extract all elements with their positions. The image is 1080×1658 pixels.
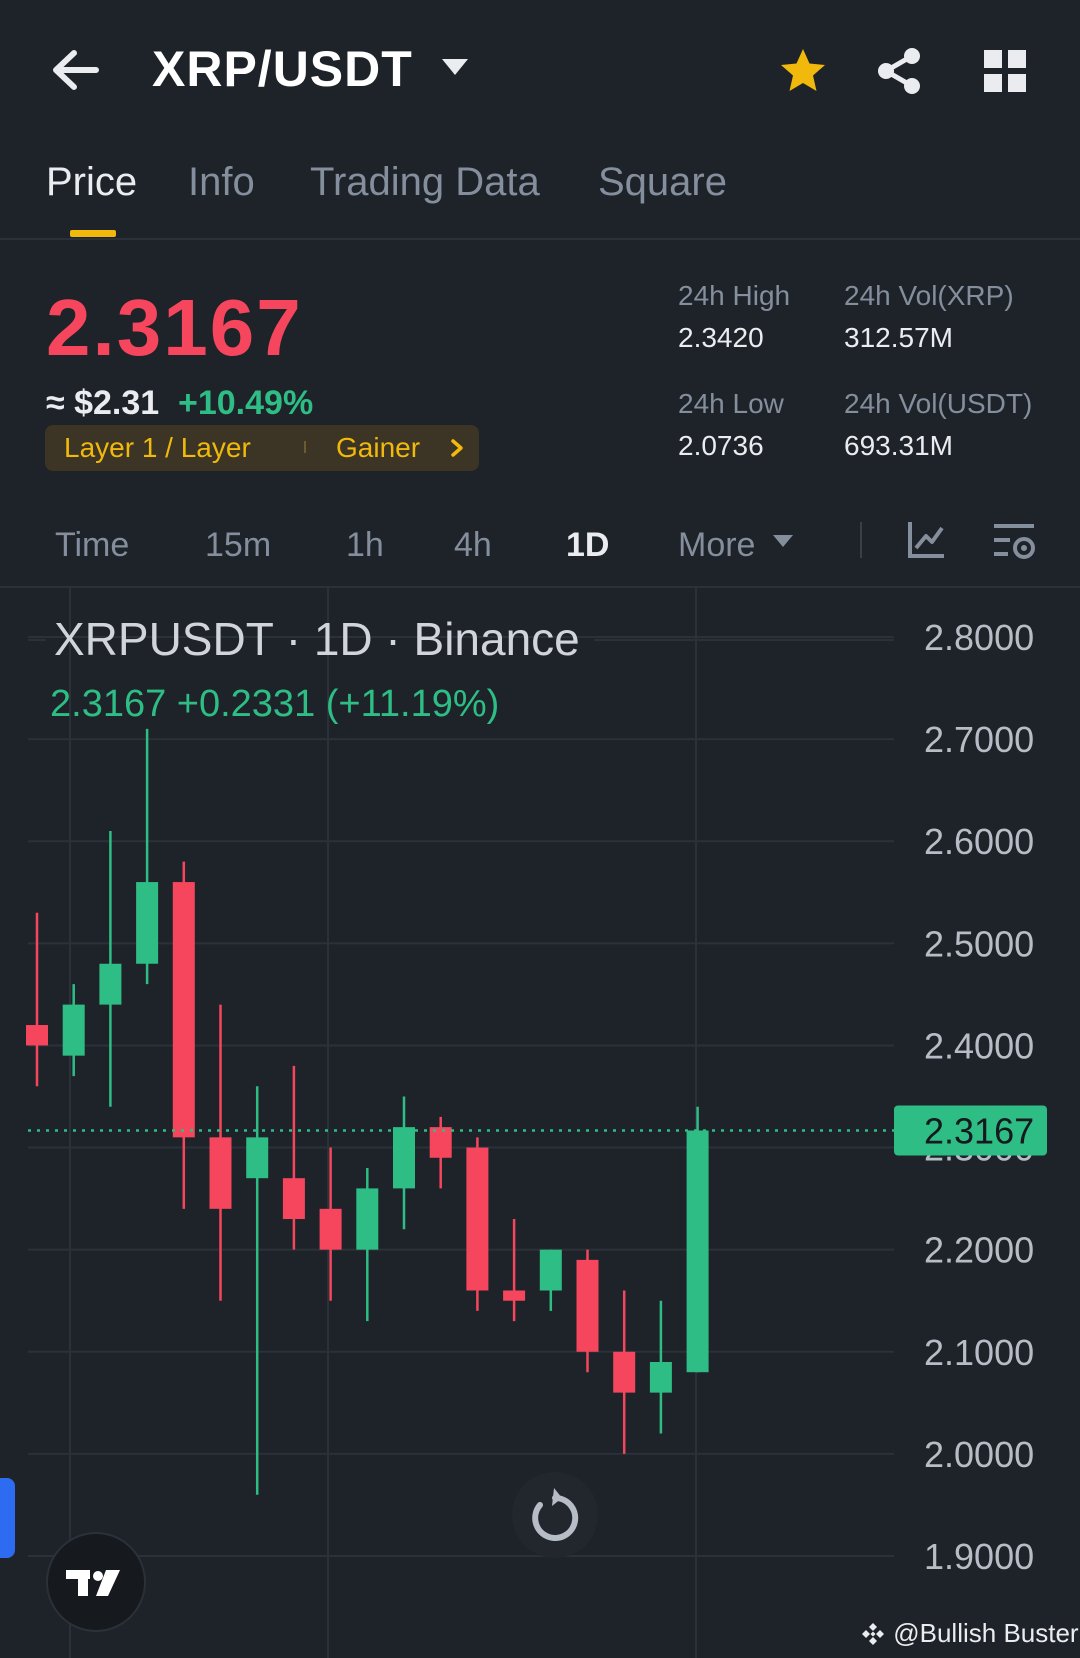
- chevron-right-icon[interactable]: [448, 438, 466, 458]
- y-tick-label: 2.8000: [924, 617, 1034, 658]
- y-tick-label: 1.9000: [924, 1536, 1034, 1577]
- interval-15m[interactable]: 15m: [205, 526, 272, 564]
- candle-body: [466, 1147, 489, 1291]
- y-tick-label: 2.5000: [924, 923, 1034, 964]
- high-label: 24h High: [678, 280, 791, 311]
- tradingview-logo[interactable]: [46, 1532, 146, 1632]
- vol-quote-label: 24h Vol(USDT): [844, 388, 1033, 419]
- low-label: 24h Low: [678, 388, 784, 419]
- candle-body: [649, 1361, 672, 1393]
- grid-menu-icon[interactable]: [984, 50, 1026, 92]
- last-price-badge-label: 2.3167: [924, 1111, 1034, 1152]
- tradingview-icon: [66, 1570, 120, 1596]
- candle-body: [686, 1130, 709, 1373]
- interval-4h[interactable]: 4h: [454, 526, 492, 564]
- tab-trading-data[interactable]: Trading Data: [310, 160, 540, 204]
- star-icon[interactable]: [778, 46, 828, 96]
- y-tick-label: 2.1000: [924, 1332, 1034, 1373]
- pair-title[interactable]: XRP/USDT: [152, 41, 413, 97]
- indicator-icon[interactable]: [906, 520, 946, 560]
- candle-body: [356, 1188, 379, 1250]
- tab-info[interactable]: Info: [188, 160, 255, 204]
- candle-body: [99, 963, 122, 1005]
- candle-body: [26, 1025, 48, 1046]
- candle-body: [246, 1137, 269, 1179]
- candle-body: [282, 1178, 305, 1220]
- candle-body: [576, 1259, 599, 1352]
- last-price-badge: [894, 1105, 1047, 1156]
- chevron-down-icon[interactable]: [440, 56, 470, 78]
- low-value: 2.0736: [678, 430, 764, 461]
- change-percent: +10.49%: [178, 384, 314, 422]
- divider: [0, 586, 1080, 588]
- watermark-text: @Bullish Buster: [893, 1618, 1079, 1648]
- divider: [860, 522, 862, 558]
- candle-body: [172, 882, 195, 1138]
- candle-body: [503, 1290, 526, 1301]
- y-tick-label: 2.0000: [924, 1434, 1034, 1475]
- side-drawer-handle[interactable]: [0, 1478, 15, 1558]
- interval-time[interactable]: Time: [55, 526, 130, 564]
- candle-body: [429, 1127, 452, 1158]
- back-arrow-icon[interactable]: [46, 40, 106, 100]
- y-tick-label: 2.6000: [924, 821, 1034, 862]
- vol-quote-value: 693.31M: [844, 430, 953, 461]
- tag-separator: [304, 441, 306, 453]
- interval-1h[interactable]: 1h: [346, 526, 384, 564]
- active-tab-indicator: [70, 230, 116, 237]
- interval-more[interactable]: More: [678, 526, 756, 564]
- candlestick-chart[interactable]: 2.80002.70002.60002.50002.40002.30002.20…: [0, 588, 1080, 1658]
- candle-body: [209, 1137, 232, 1209]
- tab-square[interactable]: Square: [598, 160, 727, 204]
- candle-body: [393, 1127, 415, 1189]
- rotate-icon: [532, 1488, 579, 1541]
- candle-body: [62, 1004, 85, 1056]
- high-value: 2.3420: [678, 322, 764, 353]
- candle-body: [319, 1208, 342, 1250]
- usd-price: ≈ $2.31: [46, 384, 160, 422]
- y-tick-label: 2.7000: [924, 719, 1034, 760]
- vol-base-value: 312.57M: [844, 322, 953, 353]
- y-tick-label: 2.2000: [924, 1230, 1034, 1271]
- reset-chart-button[interactable]: [512, 1472, 598, 1558]
- watermark: @Bullish Buster: [860, 1618, 1079, 1649]
- divider: [0, 238, 1080, 240]
- interval-1d[interactable]: 1D: [566, 526, 610, 564]
- tag-bar[interactable]: [45, 425, 479, 471]
- gainer-tag[interactable]: Gainer: [336, 432, 421, 463]
- chart-settings-icon[interactable]: [992, 520, 1036, 564]
- chart-change: 2.3167 +0.2331 (+11.19%): [50, 683, 500, 725]
- chart-title: XRPUSDT · 1D · Binance: [54, 613, 580, 665]
- last-price: 2.3167: [46, 283, 303, 372]
- category-tag[interactable]: Layer 1 / Layer: [64, 432, 251, 463]
- candle-body: [136, 882, 159, 964]
- binance-logo-icon: [862, 1623, 884, 1645]
- caret-down-icon[interactable]: [772, 533, 794, 549]
- y-tick-label: 2.4000: [924, 1025, 1034, 1066]
- share-icon[interactable]: [876, 46, 922, 96]
- tab-price[interactable]: Price: [46, 160, 138, 204]
- candle-body: [539, 1249, 562, 1291]
- vol-base-label: 24h Vol(XRP): [844, 280, 1014, 311]
- candle-body: [613, 1351, 636, 1393]
